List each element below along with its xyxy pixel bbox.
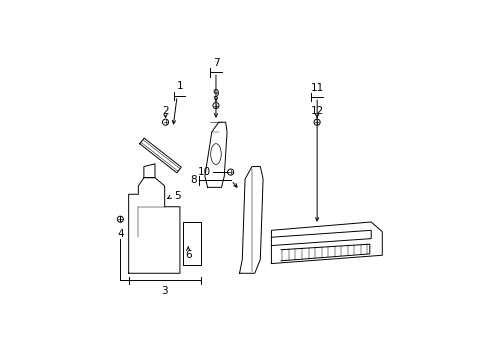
Text: 1: 1 (176, 81, 183, 91)
Text: 6: 6 (184, 250, 191, 260)
Text: 8: 8 (189, 175, 196, 185)
Text: 10: 10 (198, 167, 211, 177)
Text: 2: 2 (162, 106, 168, 116)
Text: 9: 9 (212, 90, 219, 99)
Text: 11: 11 (310, 82, 323, 93)
Text: 4: 4 (117, 229, 123, 239)
Text: 3: 3 (161, 286, 168, 296)
Text: 12: 12 (310, 106, 323, 116)
Text: 7: 7 (212, 58, 219, 68)
Text: 5: 5 (174, 191, 180, 201)
